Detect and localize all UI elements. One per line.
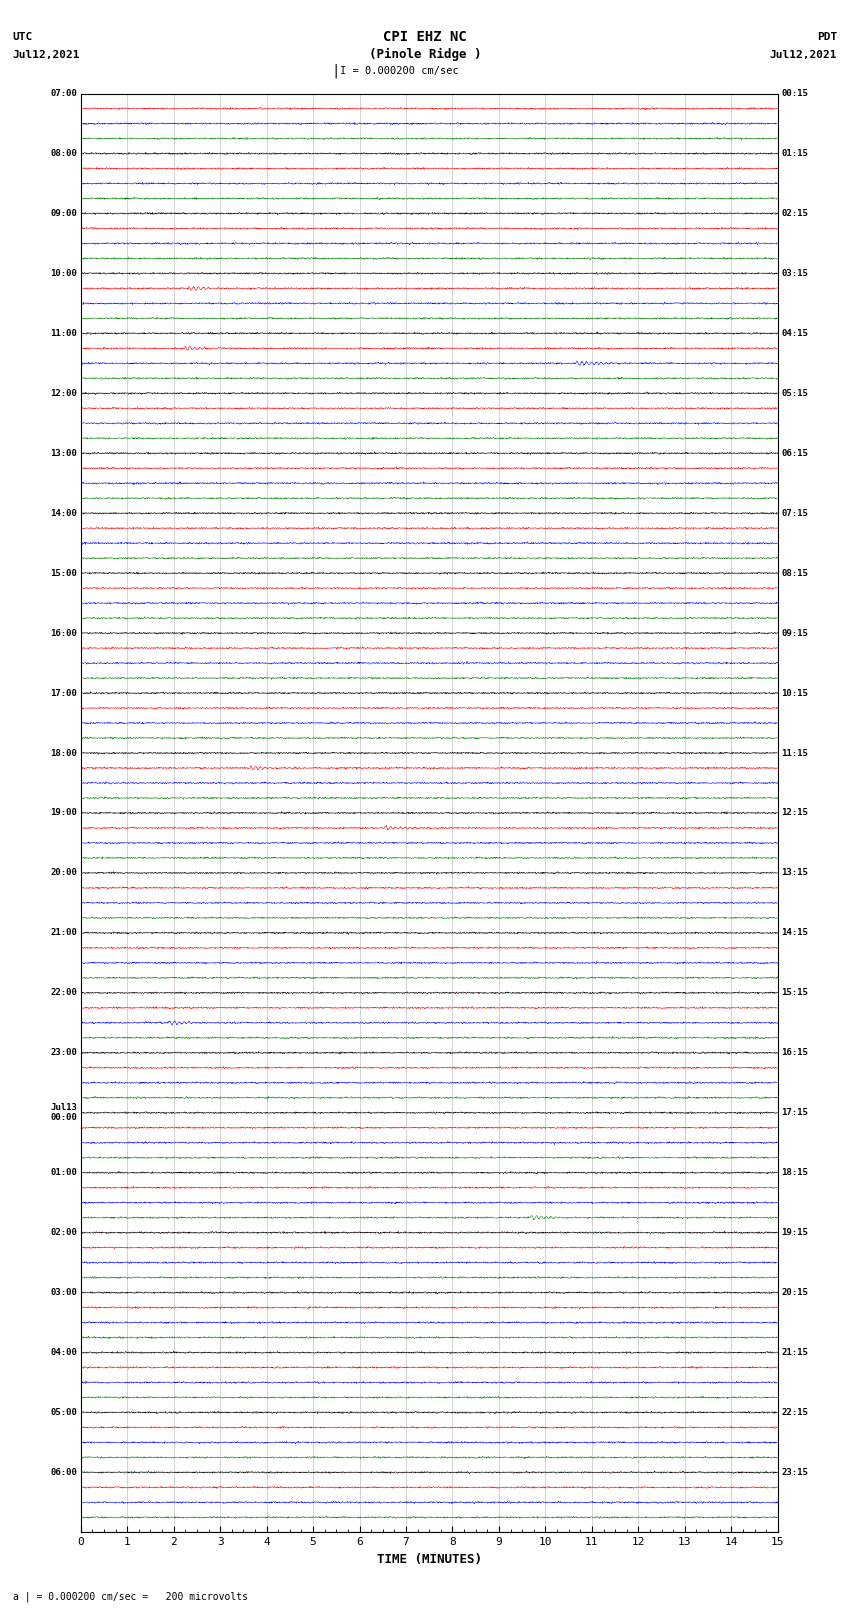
Text: PDT: PDT [817, 32, 837, 42]
Text: 07:15: 07:15 [781, 508, 808, 518]
X-axis label: TIME (MINUTES): TIME (MINUTES) [377, 1553, 482, 1566]
Text: 19:00: 19:00 [50, 808, 77, 818]
Text: 05:15: 05:15 [781, 389, 808, 398]
Text: 21:15: 21:15 [781, 1348, 808, 1357]
Text: |: | [332, 65, 340, 77]
Text: a | = 0.000200 cm/sec =   200 microvolts: a | = 0.000200 cm/sec = 200 microvolts [13, 1592, 247, 1602]
Text: 15:15: 15:15 [781, 989, 808, 997]
Text: 19:15: 19:15 [781, 1227, 808, 1237]
Text: 02:00: 02:00 [50, 1227, 77, 1237]
Text: Jul12,2021: Jul12,2021 [13, 50, 80, 60]
Text: 17:15: 17:15 [781, 1108, 808, 1118]
Text: 16:15: 16:15 [781, 1048, 808, 1057]
Text: 23:00: 23:00 [50, 1048, 77, 1057]
Text: CPI EHZ NC: CPI EHZ NC [383, 31, 467, 44]
Text: 04:00: 04:00 [50, 1348, 77, 1357]
Text: 11:15: 11:15 [781, 748, 808, 758]
Text: 20:15: 20:15 [781, 1289, 808, 1297]
Text: 23:15: 23:15 [781, 1468, 808, 1478]
Text: 09:15: 09:15 [781, 629, 808, 637]
Text: 06:15: 06:15 [781, 448, 808, 458]
Text: 03:00: 03:00 [50, 1289, 77, 1297]
Text: 18:15: 18:15 [781, 1168, 808, 1177]
Text: 07:00: 07:00 [50, 89, 77, 98]
Text: 10:15: 10:15 [781, 689, 808, 697]
Text: 00:15: 00:15 [781, 89, 808, 98]
Text: 01:15: 01:15 [781, 148, 808, 158]
Text: 13:15: 13:15 [781, 868, 808, 877]
Text: 15:00: 15:00 [50, 569, 77, 577]
Text: 08:00: 08:00 [50, 148, 77, 158]
Text: 12:15: 12:15 [781, 808, 808, 818]
Text: 04:15: 04:15 [781, 329, 808, 337]
Text: 10:00: 10:00 [50, 269, 77, 277]
Text: Jul13
00:00: Jul13 00:00 [50, 1103, 77, 1123]
Text: 22:15: 22:15 [781, 1408, 808, 1416]
Text: 17:00: 17:00 [50, 689, 77, 697]
Text: 16:00: 16:00 [50, 629, 77, 637]
Text: 13:00: 13:00 [50, 448, 77, 458]
Text: 09:00: 09:00 [50, 210, 77, 218]
Text: UTC: UTC [13, 32, 33, 42]
Text: 03:15: 03:15 [781, 269, 808, 277]
Text: 06:00: 06:00 [50, 1468, 77, 1478]
Text: 01:00: 01:00 [50, 1168, 77, 1177]
Text: I = 0.000200 cm/sec: I = 0.000200 cm/sec [340, 66, 459, 76]
Text: 11:00: 11:00 [50, 329, 77, 337]
Text: 12:00: 12:00 [50, 389, 77, 398]
Text: 02:15: 02:15 [781, 210, 808, 218]
Text: 08:15: 08:15 [781, 569, 808, 577]
Text: 22:00: 22:00 [50, 989, 77, 997]
Text: 05:00: 05:00 [50, 1408, 77, 1416]
Text: (Pinole Ridge ): (Pinole Ridge ) [369, 48, 481, 61]
Text: 21:00: 21:00 [50, 929, 77, 937]
Text: 20:00: 20:00 [50, 868, 77, 877]
Text: Jul12,2021: Jul12,2021 [770, 50, 837, 60]
Text: 14:15: 14:15 [781, 929, 808, 937]
Text: 14:00: 14:00 [50, 508, 77, 518]
Text: 18:00: 18:00 [50, 748, 77, 758]
